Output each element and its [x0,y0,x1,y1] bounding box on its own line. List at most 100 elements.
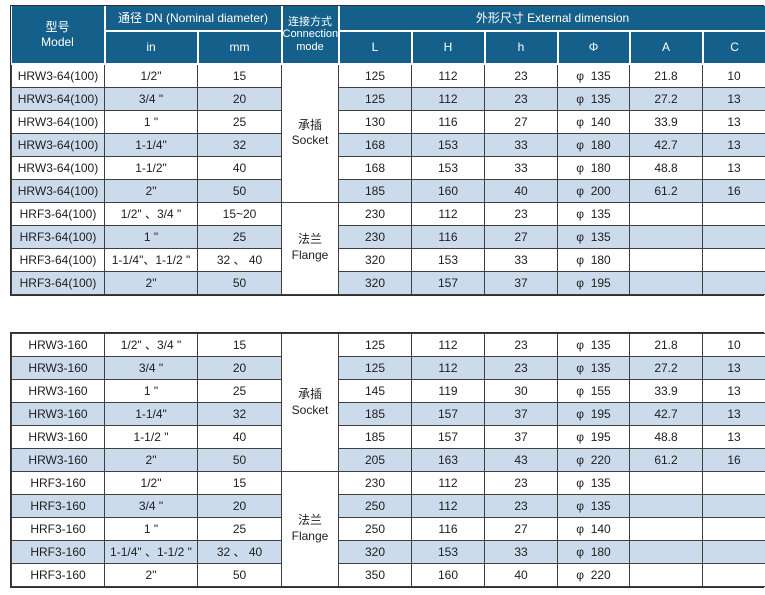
dim-A-cell [629,471,703,495]
dim-L-cell: 168 [338,132,412,157]
diameter-mm-cell: 40 [197,425,282,449]
dim-L-cell: 145 [338,379,412,403]
diameter-in-cell: 3/4 " [104,86,198,111]
dim-h-cell: 23 [484,333,558,357]
dim-C-cell: 10 [701,63,765,88]
dim-C-cell: 16 [702,448,765,472]
dim-h-cell: 23 [484,494,558,518]
dim-L-cell: 250 [338,494,412,518]
dim-L-cell: 230 [338,224,412,249]
dim-C-cell: 13 [702,402,765,426]
table-row: HRF3-64(100) 1/2" 、3/4 " 15~20 法兰 Flange 230 1… [11,201,765,295]
dim-h-cell: 33 [484,247,558,272]
dim-phi-cell: φ 135 [557,63,630,88]
dim-C-cell: 10 [702,333,765,357]
col-header-H: H [410,30,486,65]
dim-C-cell: 13 [701,155,765,180]
table-row: HRF3-160 1-1/4" 、1-1/2 " 32 、 40 320 153 33 φ … [11,540,765,564]
model-cell: HRW3-160 [11,425,105,449]
connection-mode-cell: 法兰 Flange [281,201,339,295]
dim-phi-cell: φ 155 [557,379,630,403]
dim-A-cell [629,224,703,249]
connection-mode-cell: 法兰 Flange [281,471,339,587]
dim-H-cell: 160 [411,178,485,203]
dim-h-cell: 23 [484,201,558,226]
dim-phi-cell: φ 195 [557,270,630,295]
dim-A-cell: 48.8 [629,425,703,449]
dim-phi-cell: φ 180 [557,132,630,157]
dim-A-cell: 27.2 [629,86,703,111]
dim-A-cell: 61.2 [629,448,703,472]
dim-phi-cell: φ 220 [557,448,630,472]
dim-L-cell: 125 [338,333,412,357]
diameter-in-cell: 3/4 " [104,494,198,518]
dim-phi-cell: φ 195 [557,425,630,449]
diameter-mm-cell: 25 [197,379,282,403]
dim-C-cell [701,201,765,226]
dim-H-cell: 153 [411,155,485,180]
table-row: HRW3-160 1-1/4" 32 185 157 37 φ 195 42.7 13 [11,402,765,426]
diameter-in-cell: 1/2" 、3/4 " [104,333,198,357]
dim-H-cell: 116 [411,517,485,541]
dim-phi-cell: φ 140 [557,517,630,541]
dim-L-cell: 350 [338,563,412,587]
col-header-model: 型号 Model [11,6,106,65]
diameter-in-cell: 1/2" 、3/4 " [104,201,198,226]
dim-L-cell: 125 [338,86,412,111]
dim-h-cell: 27 [484,517,558,541]
dim-h-cell: 33 [484,132,558,157]
dim-L-cell: 230 [338,471,412,495]
table-row: HRW3-64(100) 3/4 " 20 125 112 23 φ 135 27.2 13 [11,86,765,111]
dim-H-cell: 112 [411,86,485,111]
model-cell: HRF3-160 [11,471,105,495]
col-header-L: L [337,30,413,65]
dim-H-cell: 112 [411,63,485,88]
connection-mode-en: Socket [291,133,329,148]
table-row: HRW3-64(100) 1 " 25 130 116 27 φ 140 33.9 13 [11,109,765,134]
dimension-table-160: HRW3-160 1/2" 、3/4 " 15 承插 Socket 125 112 23 φ 1… [10,332,765,588]
col-header-h: h [483,30,559,65]
model-cell: HRF3-64(100) [11,270,105,295]
dim-h-cell: 23 [484,471,558,495]
dim-h-cell: 27 [484,224,558,249]
dim-C-cell: 13 [702,379,765,403]
table-row: HRW3-160 3/4 " 20 125 112 23 φ 135 27.2 13 [11,356,765,380]
dim-phi-cell: φ 135 [557,471,630,495]
dim-phi-cell: φ 135 [557,494,630,518]
dim-L-cell: 168 [338,155,412,180]
dim-L-cell: 320 [338,247,412,272]
col-header-nominal-diameter: 通径 DN (Nominal diameter) [103,6,283,32]
col-header-external-dimension: 外形尺寸 External dimension [337,6,765,32]
model-cell: HRW3-160 [11,356,105,380]
table-row: HRF3-160 3/4 " 20 250 112 23 φ 135 [11,494,765,518]
diameter-in-cell: 1/2" [104,471,198,495]
table-row: HRW3-160 2" 50 205 163 43 φ 220 61.2 16 [11,448,765,472]
diameter-mm-cell: 20 [197,494,282,518]
dim-A-cell [629,270,703,295]
dim-C-cell [702,540,765,564]
model-cell: HRF3-160 [11,517,105,541]
col-header-C: C [701,30,765,65]
dim-h-cell: 40 [484,563,558,587]
table-row: HRF3-64(100) 2" 50 320 157 37 φ 195 [11,270,765,295]
model-label-en: Model [41,34,74,49]
diameter-mm-cell: 15 [197,471,282,495]
dim-H-cell: 112 [411,201,485,226]
dim-A-cell: 48.8 [629,155,703,180]
table-row: HRW3-160 1-1/2 " 40 185 157 37 φ 195 48.8 13 [11,425,765,449]
dim-C-cell [702,471,765,495]
connection-label-en: Connection [282,28,339,41]
dim-H-cell: 116 [411,109,485,134]
dim-A-cell: 21.8 [629,63,703,88]
dim-A-cell [629,247,703,272]
dim-L-cell: 185 [338,425,412,449]
dim-H-cell: 157 [411,270,485,295]
diameter-in-cell: 1-1/4" [104,402,198,426]
dim-H-cell: 153 [411,132,485,157]
dim-C-cell [701,224,765,249]
dim-phi-cell: φ 135 [557,201,630,226]
connection-mode-en: Flange [291,248,329,262]
connection-mode-cn: 承插 [297,386,322,401]
table-row: HRW3-160 1/2" 、3/4 " 15 承插 Socket 125 112 23 φ 1… [11,333,765,472]
